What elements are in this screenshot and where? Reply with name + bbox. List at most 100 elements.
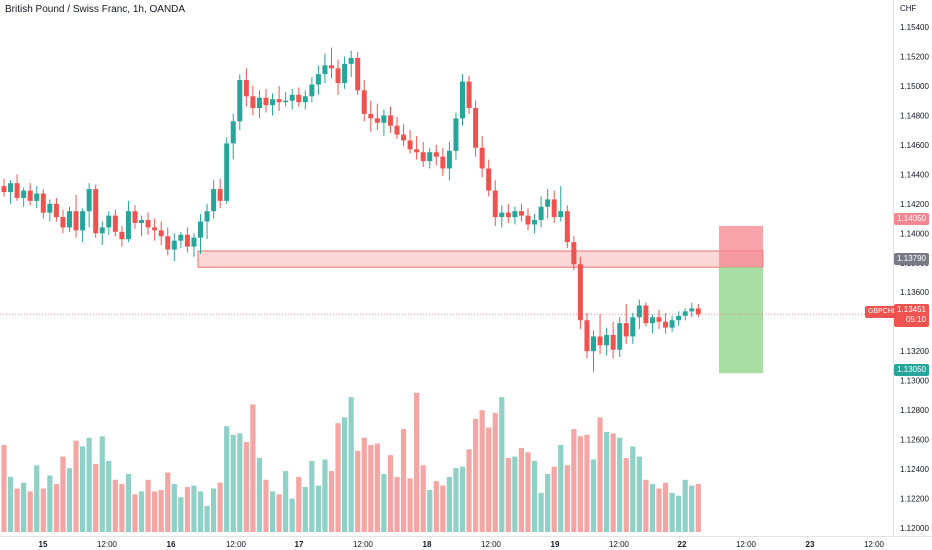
candle — [407, 130, 413, 154]
candle — [47, 199, 53, 222]
candle-body — [649, 317, 655, 324]
volume-bar — [66, 468, 73, 532]
candle-body — [329, 65, 334, 69]
candle — [250, 85, 256, 116]
volume-bar — [669, 492, 675, 532]
volume-bar — [486, 427, 492, 532]
candle-body — [139, 220, 145, 223]
volume-bar — [505, 458, 511, 532]
volume-bar — [433, 481, 439, 532]
candle — [1, 178, 7, 197]
time-axis[interactable]: 15 12:00 16 12:00 17 12:00 18 12:00 19 12:00 22 12:… — [39, 540, 885, 549]
candle — [669, 315, 675, 333]
volume-bar — [112, 479, 118, 532]
candle — [40, 189, 46, 219]
take-profit-area[interactable] — [719, 267, 763, 374]
volume-bar — [237, 433, 243, 532]
stop-loss-area[interactable] — [719, 225, 763, 268]
volume-bar — [682, 479, 688, 532]
candle — [34, 186, 40, 209]
candle-body — [86, 189, 92, 212]
candle-body — [184, 234, 190, 247]
volume-bar — [551, 466, 557, 532]
volume-bar — [14, 488, 20, 532]
volume-bar — [243, 442, 249, 532]
candle — [296, 87, 302, 107]
x-tick-label: 15 — [39, 540, 48, 549]
target-price-tag: 1.13050 — [894, 364, 929, 376]
candle — [512, 206, 518, 225]
candle-body — [289, 94, 295, 101]
candle-body — [682, 311, 688, 316]
volume-bar — [420, 465, 426, 532]
volume-bar — [630, 446, 636, 532]
candle-body — [414, 149, 420, 153]
candle-body — [617, 323, 623, 350]
x-tick-label: 12:00 — [609, 540, 630, 549]
chart-title: British Pound / Swiss Franc, 1h, OANDA — [5, 4, 186, 15]
candle-body — [243, 80, 249, 97]
volume-bar — [348, 397, 354, 532]
candle — [21, 187, 27, 207]
candle — [211, 180, 217, 219]
volume-bar — [538, 492, 544, 532]
candle — [139, 215, 145, 237]
candle — [604, 327, 610, 356]
candle-body — [656, 317, 662, 322]
y-tick-label: 1.12600 — [900, 436, 929, 445]
candle — [342, 56, 348, 89]
candle — [532, 214, 538, 234]
candle — [217, 178, 223, 209]
x-tick-label: 12:00 — [97, 540, 118, 549]
candle-body — [676, 315, 682, 321]
zone-price-tag: 1.13790 — [894, 253, 929, 265]
candle-body — [263, 97, 269, 106]
volume-bar — [276, 494, 282, 532]
candle-body — [374, 118, 380, 123]
volume-bar — [590, 459, 597, 532]
candle-body — [132, 211, 138, 223]
candle-body — [53, 203, 59, 218]
candle-body — [630, 317, 636, 337]
symbol-tag: GBPCHF — [865, 306, 901, 318]
volume-bar — [178, 497, 184, 532]
candle-body — [643, 305, 649, 324]
candle — [682, 308, 688, 321]
candle — [584, 312, 590, 359]
candle-body — [636, 305, 642, 318]
candle-body — [80, 211, 86, 231]
resistance-zone[interactable] — [197, 250, 764, 268]
candle-body — [591, 336, 596, 352]
last-price-value: 1.13451 — [897, 305, 926, 314]
x-tick-label: 12:00 — [864, 540, 885, 549]
candle-body — [355, 57, 361, 91]
candle — [355, 52, 361, 95]
candle-body — [27, 190, 33, 201]
candle — [387, 106, 393, 134]
volume-bar — [636, 456, 642, 532]
candle-body — [21, 190, 27, 198]
candle-body — [381, 115, 387, 123]
volume-bar — [335, 423, 341, 532]
volume-bar — [138, 491, 145, 532]
candle — [689, 302, 695, 318]
x-tick-label: 18 — [423, 540, 432, 549]
volume-bar — [73, 440, 79, 532]
price-axis[interactable]: CHF 1.15400 1.15200 1.15000 1.14800 1.14600 1.… — [900, 4, 929, 533]
candle-body — [283, 100, 289, 103]
volume-bar — [302, 487, 308, 532]
candle — [597, 314, 603, 355]
candle-body — [125, 211, 131, 240]
volume-bar — [374, 443, 380, 532]
candle-body — [571, 242, 577, 265]
volume-bar — [400, 429, 407, 532]
candle-body — [663, 321, 669, 328]
candle — [656, 309, 662, 330]
volume-bar — [191, 485, 197, 532]
volume-bar — [328, 471, 335, 532]
candle-body — [407, 140, 413, 150]
candle — [492, 180, 498, 226]
candle — [610, 321, 616, 359]
